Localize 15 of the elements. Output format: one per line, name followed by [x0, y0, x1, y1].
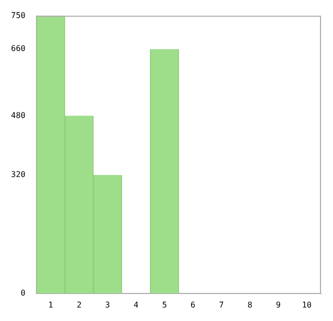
x-tick-label: 8 [247, 300, 252, 310]
y-tick-label: 0 [20, 288, 26, 298]
x-tick-label: 9 [276, 300, 281, 310]
x-tick-label: 5 [162, 300, 168, 310]
y-tick-label: 320 [10, 170, 26, 180]
x-tick-label: 3 [105, 300, 110, 310]
y-tick-label: 660 [10, 44, 26, 54]
x-tick-label: 10 [302, 300, 312, 310]
x-tick-label: 2 [76, 300, 82, 310]
y-tick-label: 480 [10, 110, 26, 120]
x-tick-label: 6 [190, 300, 196, 310]
x-tick-label: 1 [48, 300, 54, 310]
x-tick-label: 7 [218, 300, 224, 310]
y-tick-label: 750 [10, 10, 26, 20]
x-tick-label: 4 [134, 300, 139, 310]
